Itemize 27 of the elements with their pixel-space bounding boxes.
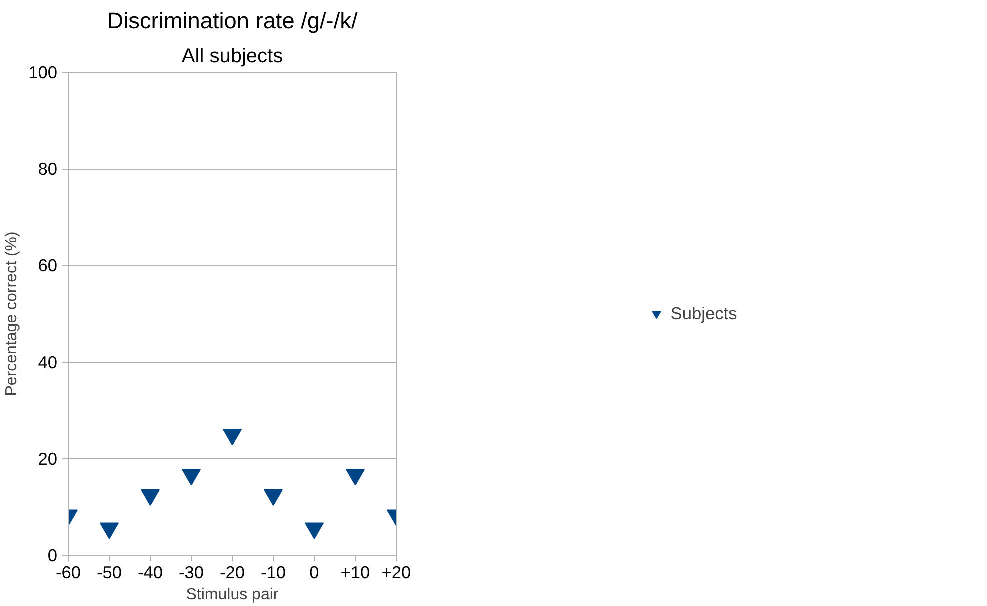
x-tick-label: 0 <box>310 562 320 582</box>
point <box>223 429 242 446</box>
point <box>141 489 160 506</box>
y-tick-label: 40 <box>38 352 58 372</box>
x-tick-label: +20 <box>382 562 412 582</box>
point <box>264 489 283 506</box>
y-tick-label: 20 <box>38 448 58 469</box>
x-tick-label: -50 <box>96 562 122 582</box>
y-tick-label: 60 <box>38 256 58 276</box>
x-tick-label: -30 <box>178 562 204 582</box>
point <box>305 522 324 540</box>
x-tick-label: -40 <box>138 562 164 582</box>
x-tick-label: -20 <box>220 562 246 582</box>
x-tick-label: -10 <box>260 562 286 582</box>
point <box>346 469 365 486</box>
x-axis-title: Stimulus pair <box>186 586 280 604</box>
chart-subtitle: All subjects <box>182 46 284 68</box>
y-tick-label: 0 <box>48 546 58 566</box>
y-tick-label: 80 <box>38 159 58 180</box>
point <box>182 469 201 486</box>
y-axis-title: Percentage correct (%) <box>4 232 21 396</box>
x-tick-label: -60 <box>56 562 82 582</box>
y-tick-label: 100 <box>28 62 58 82</box>
chart-title: Discrimination rate /g/-/k/ <box>107 8 358 34</box>
x-tick-label: +10 <box>340 562 370 582</box>
legend-label: Subjects <box>670 303 738 324</box>
point <box>100 522 119 540</box>
